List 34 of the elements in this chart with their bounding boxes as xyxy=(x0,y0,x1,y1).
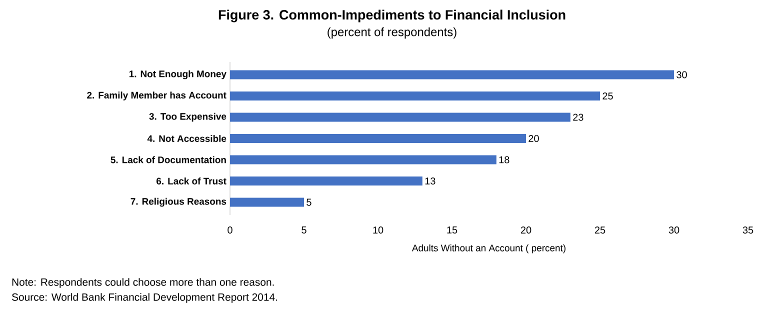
bar xyxy=(230,70,674,80)
y-tick-label: 1. Not Enough Money xyxy=(129,70,226,80)
x-tick-label: 5 xyxy=(302,226,306,234)
bar xyxy=(230,92,600,101)
y-tick-label: 5. Lack of Documentation xyxy=(110,156,226,164)
y-tick-label: 7. Religious Reasons xyxy=(130,198,226,207)
bar xyxy=(230,155,496,164)
x-tick-label: 0 xyxy=(228,226,232,234)
y-tick-label: 6. Lack of Trust xyxy=(156,178,226,184)
data-label: 30 xyxy=(676,71,687,78)
chart-title: Figure 3. Common-Impediments to Financial Inclusion xyxy=(218,10,566,22)
bar xyxy=(230,112,570,122)
data-label: 23 xyxy=(573,114,584,121)
x-tick-label: 30 xyxy=(668,226,680,234)
text: Note: Respondents could choose more than one reason. xyxy=(12,278,274,288)
x-tick-label: 25 xyxy=(594,226,606,234)
data-label: 5 xyxy=(306,198,312,206)
data-label: 13 xyxy=(425,177,436,185)
bar xyxy=(230,176,422,186)
data-label: 18 xyxy=(499,156,510,164)
source-note: Source: World Bank Financial Development Report 2014. xyxy=(12,293,278,303)
x-tick-label: 10 xyxy=(373,226,384,234)
x-tick-label: 20 xyxy=(520,226,532,234)
x-axis-title: Adults Without an Account ( percent) xyxy=(412,244,566,254)
bar xyxy=(230,198,304,207)
x-tick-label: 35 xyxy=(742,226,754,234)
y-tick-label: 4. Not Accessible xyxy=(147,135,226,142)
data-label: 20 xyxy=(528,134,539,142)
chart-subtitle: (percent of respondents) xyxy=(328,27,456,39)
y-tick-label: 2. Family Member has Account xyxy=(87,92,226,100)
y-tick-label: 3. Too Expensive xyxy=(149,112,226,122)
x-tick-label: 15 xyxy=(447,226,458,234)
bar xyxy=(230,134,526,144)
data-label: 25 xyxy=(602,92,613,100)
